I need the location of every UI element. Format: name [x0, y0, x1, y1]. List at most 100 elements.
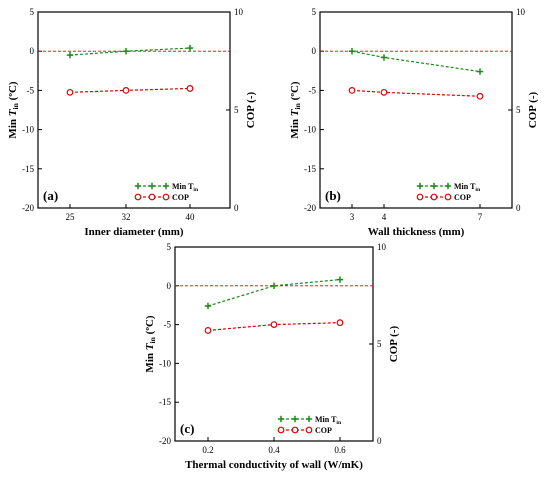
legend-marker-min-tin [416, 182, 424, 190]
y-left-tick-label: -10 [304, 125, 316, 135]
legend-marker-cop [305, 426, 313, 434]
legend-label-cop: COP [315, 426, 332, 435]
x-tick-label: 3 [350, 212, 355, 222]
data-point-cop [122, 86, 130, 94]
x-tick-label: 4 [382, 212, 387, 222]
legend-marker-min-tin [291, 415, 299, 423]
y-right-tick-label: 0 [234, 203, 239, 213]
legend-label-min-tin: Min Tin [172, 182, 199, 193]
y-left-tick-label: -10 [22, 125, 34, 135]
plot-frame [174, 246, 374, 442]
x-tick-label: 25 [66, 212, 76, 222]
legend-marker-min-tin [430, 182, 438, 190]
y-left-tick-label: -5 [27, 85, 35, 95]
y-right-tick-label: 0 [377, 436, 382, 446]
data-point-min-tin [476, 68, 484, 75]
y-left-tick-label: -15 [304, 164, 316, 174]
y-right-axis-label: COP (-) [527, 91, 539, 128]
y-left-tick-label: -5 [309, 85, 317, 95]
legend-marker-min-tin [148, 182, 156, 190]
x-tick-label: 0.4 [268, 445, 280, 455]
legend-marker-cop [291, 426, 299, 434]
x-tick-label: 0.2 [202, 445, 213, 455]
chart-panel-2: 5 0 -5 -10 -15 -20 10 5 0 3 4 7 Wall thickness (mm) M… [289, 7, 539, 238]
legend-marker-cop [277, 426, 285, 434]
y-left-tick-label: -20 [159, 436, 171, 446]
data-point-cop [336, 319, 344, 327]
data-point-min-tin [336, 276, 344, 283]
plot-frame [37, 11, 231, 209]
y-right-tick-label: 10 [516, 7, 526, 17]
y-left-tick-label: -20 [304, 203, 316, 213]
legend-marker-cop [134, 193, 142, 201]
panel-label: (a) [43, 188, 58, 203]
series-line-cop [69, 87, 191, 93]
y-left-tick-label: 5 [30, 7, 35, 17]
y-left-tick-label: 0 [167, 281, 172, 291]
data-point-min-tin [348, 48, 356, 55]
data-point-cop [380, 88, 388, 96]
legend-marker-cop [444, 193, 452, 201]
x-tick-label: 0.6 [334, 445, 346, 455]
y-left-tick-label: 0 [30, 46, 35, 56]
y-left-tick-label: -15 [159, 397, 171, 407]
y-right-tick-label: 5 [377, 339, 382, 349]
y-right-tick-label: 10 [377, 242, 387, 252]
panel-label: (b) [325, 188, 341, 203]
data-point-cop [66, 88, 74, 96]
x-axis-label: Thermal conductivity of wall (W/mK) [185, 459, 363, 471]
y-right-tick-label: 10 [234, 7, 244, 17]
legend-label-cop: COP [172, 193, 189, 202]
legend-marker-min-tin [305, 415, 313, 423]
y-left-axis-label: Min Tin (ºC) [144, 315, 157, 372]
chart-panel-3: 5 0 -5 -10 -15 -20 10 5 0 0.2 0.4 0.6 Thermal conduc… [144, 242, 400, 471]
legend-marker-cop [416, 193, 424, 201]
data-point-min-tin [204, 302, 212, 310]
panel-label: (c) [180, 421, 194, 436]
y-left-tick-label: 5 [167, 242, 172, 252]
y-right-tick-label: 5 [234, 105, 239, 115]
legend-marker-cop [148, 193, 156, 201]
legend-label-min-tin: Min Tin [315, 415, 342, 426]
y-left-tick-label: -5 [164, 320, 172, 330]
data-point-min-tin [270, 282, 278, 289]
y-left-tick-label: 5 [312, 7, 317, 17]
x-tick-label: 32 [122, 212, 131, 222]
legend-marker-cop [162, 193, 170, 201]
data-point-min-tin [66, 51, 74, 59]
data-point-min-tin [186, 44, 194, 52]
series-line-min-tin [351, 50, 481, 73]
data-point-cop [348, 86, 356, 94]
data-point-cop [204, 327, 212, 334]
legend-marker-min-tin [162, 182, 170, 190]
series-line-cop [351, 89, 481, 97]
y-left-tick-label: -15 [22, 164, 34, 174]
data-point-cop [476, 92, 484, 100]
x-axis-label: Wall thickness (mm) [368, 226, 465, 238]
legend-marker-min-tin [444, 182, 452, 190]
legend-marker-min-tin [134, 182, 142, 190]
legend-label-min-tin: Min Tin [454, 182, 481, 193]
y-left-axis-label: Min Tin (ºC) [289, 81, 302, 138]
data-point-min-tin [122, 48, 130, 55]
data-point-cop [270, 321, 278, 329]
x-tick-label: 40 [186, 212, 196, 222]
y-left-tick-label: -20 [22, 203, 34, 213]
y-right-tick-label: 5 [516, 105, 521, 115]
data-point-min-tin [380, 54, 388, 61]
y-right-tick-label: 0 [516, 203, 521, 213]
y-right-axis-label: COP (-) [388, 325, 400, 362]
y-left-tick-label: -10 [159, 358, 171, 368]
plot-frame [319, 11, 513, 209]
y-left-tick-label: 0 [312, 46, 317, 56]
data-point-cop [186, 85, 194, 92]
y-right-axis-label: COP (-) [245, 91, 257, 128]
x-tick-label: 7 [478, 212, 483, 222]
legend-marker-min-tin [277, 415, 285, 423]
x-axis-label: Inner diameter (mm) [84, 226, 184, 238]
